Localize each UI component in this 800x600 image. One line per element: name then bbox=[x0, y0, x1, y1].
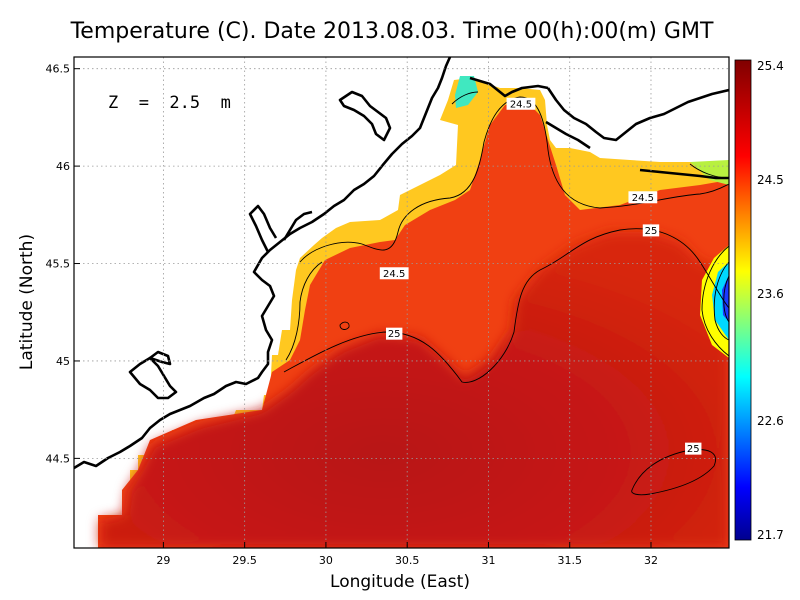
sea-field-hot bbox=[100, 232, 729, 548]
contour-25-southeast bbox=[631, 449, 716, 496]
coastline-liman-west bbox=[128, 356, 178, 400]
x-tick-label: 31.5 bbox=[557, 554, 582, 567]
depth-annotation: Z = 2.5 m bbox=[108, 93, 231, 113]
chart-title: Temperature (C). Date 2013.08.03. Time 0… bbox=[70, 19, 714, 44]
contour-label: 24.5 bbox=[510, 99, 532, 110]
contour-north-cold bbox=[451, 91, 479, 105]
grid-lines bbox=[74, 57, 729, 548]
colorbar-ticks: 25.4 24.5 23.6 22.6 21.7 bbox=[757, 59, 784, 542]
contour-label-background bbox=[628, 191, 658, 204]
y-axis-title: Latitude (North) bbox=[17, 234, 37, 370]
coastline-estuary-2 bbox=[282, 210, 313, 241]
contour-label: 25 bbox=[645, 226, 658, 237]
contour-25-island bbox=[339, 321, 350, 330]
x-axis-ticks: 29 29.5 30 30.5 31 31.5 32 bbox=[156, 542, 658, 567]
colorbar-tick-label: 24.5 bbox=[757, 173, 784, 187]
x-tick-label: 29 bbox=[156, 554, 170, 567]
coastline-lagoon-1 bbox=[338, 90, 392, 142]
contour-label-background bbox=[642, 224, 660, 237]
contour-label-background bbox=[379, 267, 409, 280]
colorbar-tick-label: 22.6 bbox=[757, 414, 784, 428]
y-tick-label: 46 bbox=[56, 160, 70, 173]
coastline-north-bay bbox=[469, 76, 549, 98]
y-tick-label: 44.5 bbox=[46, 452, 71, 465]
colorbar-tick-label: 23.6 bbox=[757, 287, 784, 301]
y-axis-ticks: 44.5 45 45.5 46 46.5 bbox=[46, 63, 80, 465]
sea-cold-east-core bbox=[712, 262, 729, 340]
y-tick-label: 46.5 bbox=[46, 63, 71, 76]
x-axis-title: Longitude (East) bbox=[330, 572, 470, 592]
contour-label: 24.5 bbox=[632, 193, 654, 204]
y-tick-label: 45 bbox=[56, 355, 70, 368]
contour-label-background bbox=[506, 97, 536, 110]
contour-east-cold-1 bbox=[701, 245, 729, 357]
contour-label-background bbox=[685, 442, 702, 455]
contour-label: 25 bbox=[687, 444, 700, 455]
x-tick-label: 30 bbox=[319, 554, 333, 567]
coastline-estuary-1 bbox=[248, 204, 278, 253]
plot-area bbox=[74, 57, 729, 548]
coastline-east-inlet bbox=[545, 120, 591, 150]
contour-east-cold-2 bbox=[713, 261, 729, 341]
x-tick-label: 32 bbox=[644, 554, 658, 567]
x-tick-label: 29.5 bbox=[232, 554, 257, 567]
x-tick-label: 31 bbox=[481, 554, 495, 567]
contour-label: 25 bbox=[388, 329, 401, 340]
contour-label-background bbox=[385, 327, 403, 340]
colorbar: 25.4 24.5 23.6 22.6 21.7 bbox=[734, 59, 784, 542]
contour-label: 24.5 bbox=[383, 269, 405, 280]
plot-frame bbox=[73, 56, 730, 549]
contour-labels: 24.5 24.5 25 24.5 25 25 bbox=[379, 97, 702, 455]
coastline-main bbox=[74, 57, 452, 470]
colorbar-tick-label: 21.7 bbox=[757, 528, 784, 542]
contour-24.5-west bbox=[285, 261, 323, 361]
temperature-field bbox=[98, 76, 729, 548]
colorbar-tick-label: 25.4 bbox=[757, 59, 784, 73]
contour-east-cold-3 bbox=[723, 275, 729, 323]
y-tick-label: 45.5 bbox=[46, 258, 71, 271]
sea-cold-north-patch bbox=[455, 76, 478, 108]
sea-cold-east-deep bbox=[722, 275, 729, 322]
coastline-right bbox=[639, 168, 729, 180]
coastline-northeast bbox=[546, 87, 729, 142]
colorbar-gradient bbox=[734, 59, 752, 541]
x-tick-label: 30.5 bbox=[395, 554, 420, 567]
